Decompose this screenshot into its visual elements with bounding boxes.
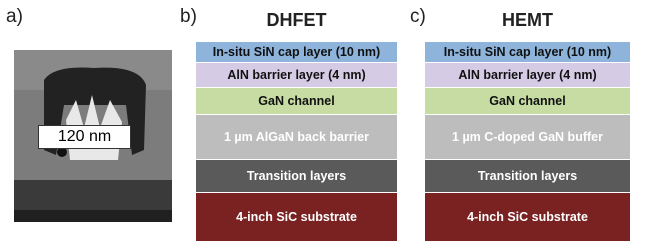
panel-label: a) bbox=[6, 6, 23, 28]
layer: AlN barrier layer (4 nm) bbox=[196, 63, 397, 88]
layer-stack: In-situ SiN cap layer (10 nm)AlN barrier… bbox=[196, 42, 397, 241]
layer: 4-inch SiC substrate bbox=[425, 193, 630, 241]
panel-label: b) bbox=[180, 6, 197, 28]
panel-title: DHFET bbox=[196, 10, 397, 31]
layer: GaN channel bbox=[196, 88, 397, 115]
page: a) 120 nm b) DHFET In-situ SiN cap layer… bbox=[0, 0, 646, 243]
layer: In-situ SiN cap layer (10 nm) bbox=[196, 42, 397, 63]
layer: AlN barrier layer (4 nm) bbox=[425, 63, 630, 88]
layer: 4-inch SiC substrate bbox=[196, 193, 397, 241]
panel-title: HEMT bbox=[425, 10, 630, 31]
layer: 1 µm AlGaN back barrier bbox=[196, 115, 397, 160]
layer: 1 µm C-doped GaN buffer bbox=[425, 115, 630, 160]
layer: GaN channel bbox=[425, 88, 630, 115]
panel-label: c) bbox=[410, 6, 426, 28]
layer: Transition layers bbox=[425, 160, 630, 193]
layer: In-situ SiN cap layer (10 nm) bbox=[425, 42, 630, 63]
scale-label: 120 nm bbox=[38, 125, 131, 149]
layer-stack: In-situ SiN cap layer (10 nm)AlN barrier… bbox=[425, 42, 630, 241]
layer: Transition layers bbox=[196, 160, 397, 193]
